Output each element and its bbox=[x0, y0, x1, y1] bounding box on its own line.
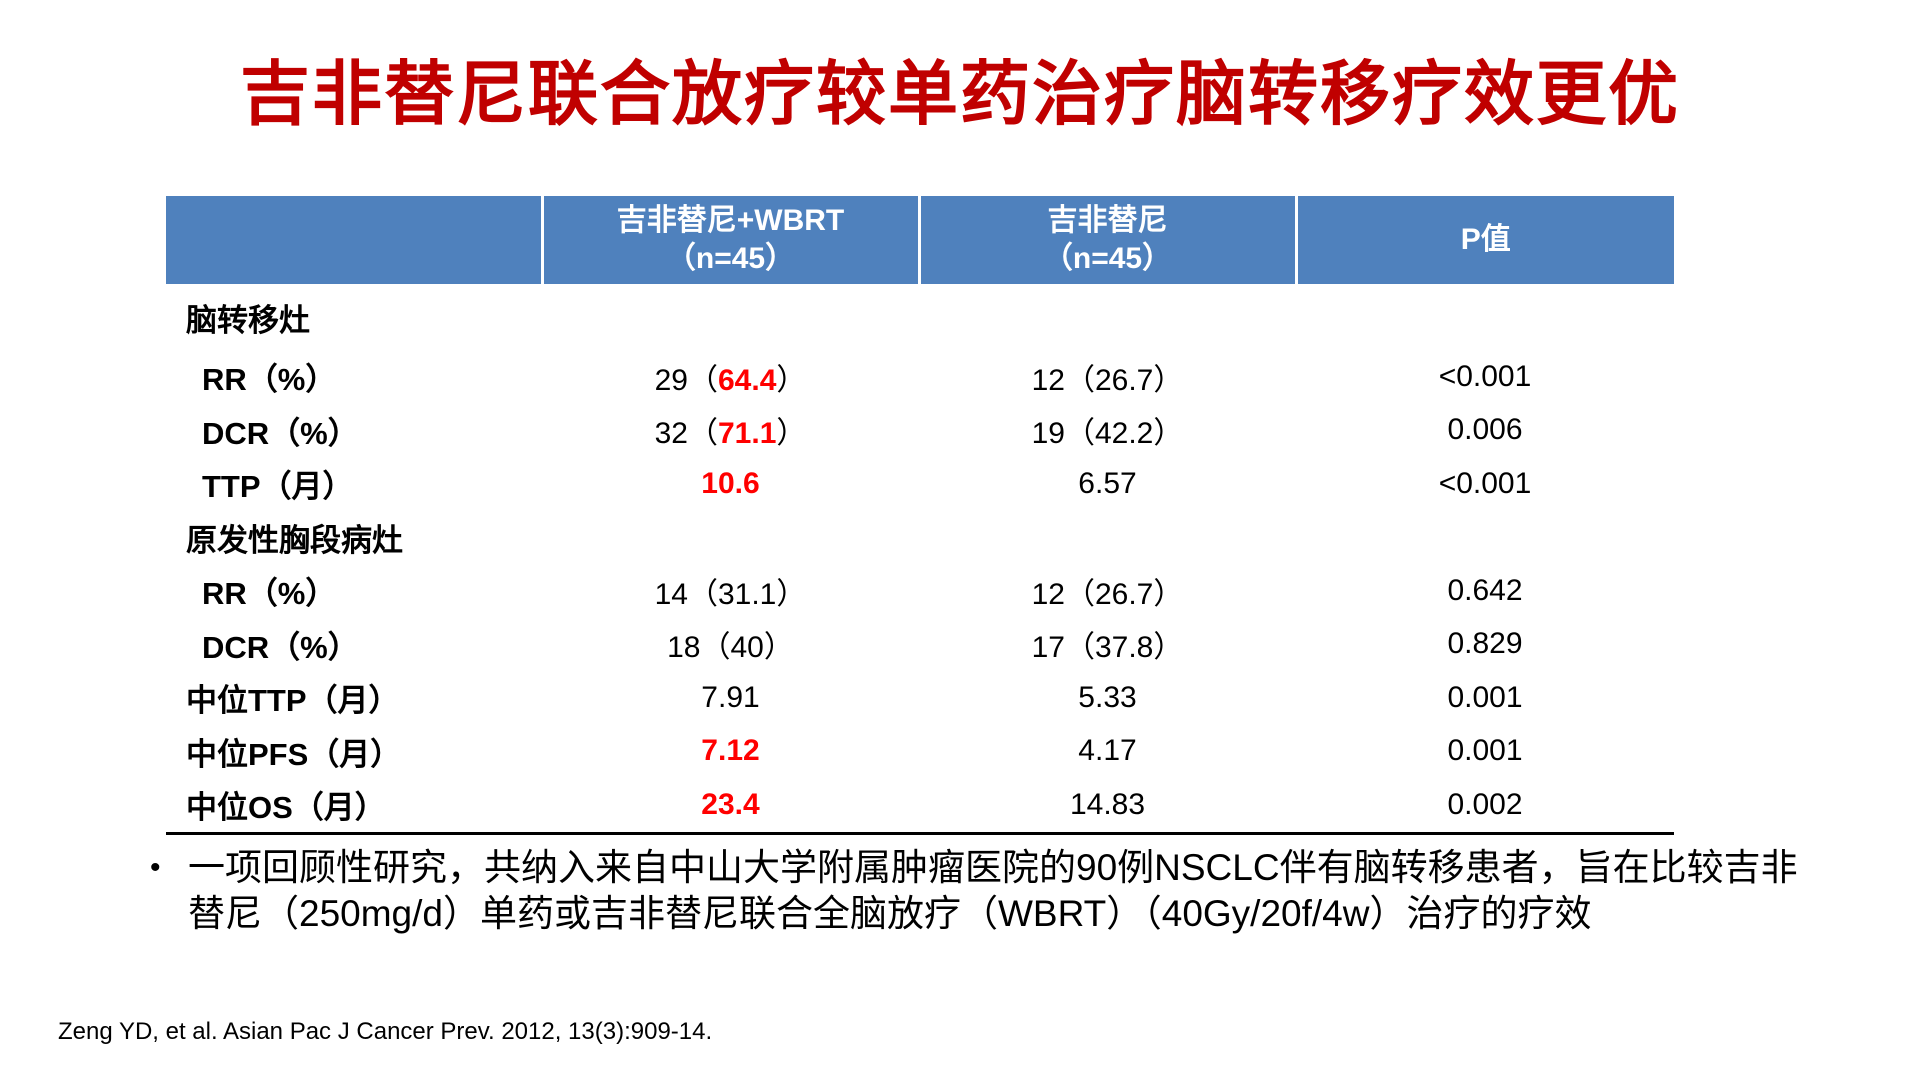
reference-citation: Zeng YD, et al. Asian Pac J Cancer Prev.… bbox=[58, 1018, 713, 1045]
cell-pvalue: <0.001 bbox=[1438, 359, 1532, 393]
row-label: RR（%） bbox=[202, 362, 337, 398]
cell-pvalue bbox=[1296, 284, 1674, 350]
highlight-value: 10.6 bbox=[701, 466, 760, 500]
header-cell-combination: 吉非替尼+WBRT （n=45） bbox=[542, 196, 921, 284]
cell-combination: 23.4 bbox=[542, 778, 919, 835]
cell-monotherapy: 4.17 bbox=[1078, 734, 1137, 768]
value-text: 14（31.1） bbox=[654, 577, 807, 611]
table-row: 中位OS（月） 23.4 14.83 0.002 bbox=[166, 778, 1674, 835]
cell-monotherapy bbox=[919, 284, 1296, 350]
row-label: RR（%） bbox=[202, 576, 337, 612]
cell-pvalue: 0.002 bbox=[1296, 778, 1674, 835]
header-combination-n: （n=45） bbox=[665, 242, 796, 275]
row-label: 原发性胸段病灶 bbox=[186, 522, 403, 558]
slide-title: 吉非替尼联合放疗较单药治疗脑转移疗效更优 bbox=[240, 52, 1680, 135]
header-cell-pvalue: P值 bbox=[1296, 196, 1674, 284]
cell-combination: 14（31.1） bbox=[542, 564, 919, 618]
cell-pvalue: 0.006 bbox=[1447, 413, 1523, 447]
cell-combination: 7.12 bbox=[542, 725, 919, 779]
row-label: 中位PFS（月） bbox=[186, 736, 402, 772]
row-label: DCR（%） bbox=[202, 629, 359, 665]
header-monotherapy-name: 吉非替尼 bbox=[1047, 204, 1168, 237]
highlight-value: 7.12 bbox=[701, 734, 760, 768]
header-row: 吉非替尼+WBRT （n=45） 吉非替尼 （n=45） P值 bbox=[166, 196, 1674, 284]
cell-monotherapy: 19（42.2） bbox=[1031, 417, 1184, 451]
value-text: 18（40） bbox=[667, 631, 794, 665]
bullet-text: 一项回顾性研究，共纳入来自中山大学附属肿瘤医院的90例NSCLC伴有脑转移患者，… bbox=[188, 847, 1798, 934]
cell-combination: 29（64.4） bbox=[542, 350, 919, 404]
cell-pvalue: 0.829 bbox=[1447, 627, 1523, 661]
cell-pvalue: 0.642 bbox=[1447, 573, 1523, 607]
cell-pvalue: <0.001 bbox=[1438, 466, 1532, 500]
table-row: 中位PFS（月） 7.12 4.17 0.001 bbox=[166, 725, 1674, 779]
cell-monotherapy bbox=[919, 511, 1296, 565]
row-label: 脑转移灶 bbox=[186, 302, 310, 338]
highlight-value: 71.1 bbox=[717, 417, 777, 451]
cell-combination: 7.91 bbox=[542, 671, 919, 725]
header-monotherapy-n: （n=45） bbox=[1042, 242, 1173, 275]
table-row: 脑转移灶 bbox=[166, 284, 1674, 350]
bullet-note: • 一项回顾性研究，共纳入来自中山大学附属肿瘤医院的90例NSCLC伴有脑转移患… bbox=[150, 845, 1810, 937]
cell-monotherapy: 14.83 bbox=[919, 778, 1296, 835]
table-row: TTP（月） 10.6 6.57 <0.001 bbox=[166, 457, 1674, 511]
cell-combination: 32（71.1） bbox=[542, 404, 919, 458]
highlight-value: 64.4 bbox=[717, 363, 777, 397]
value-text: 7.91 bbox=[701, 680, 760, 714]
cell-monotherapy: 12（26.7） bbox=[1031, 363, 1184, 397]
header-cell-monotherapy: 吉非替尼 （n=45） bbox=[919, 196, 1298, 284]
value-text: ） bbox=[776, 417, 807, 451]
cell-combination bbox=[542, 284, 919, 350]
table-row: DCR（%） 32（71.1） 19（42.2） 0.006 bbox=[166, 404, 1674, 458]
cell-combination: 10.6 bbox=[542, 457, 919, 511]
cell-combination bbox=[542, 511, 919, 565]
results-table: 吉非替尼+WBRT （n=45） 吉非替尼 （n=45） P值 脑转移灶 RR（%… bbox=[166, 196, 1674, 835]
table-row: RR（%） 29（64.4） 12（26.7） <0.001 bbox=[166, 350, 1674, 404]
cell-pvalue: 0.001 bbox=[1447, 680, 1523, 714]
row-label: TTP（月） bbox=[202, 469, 354, 505]
highlight-value: 23.4 bbox=[701, 787, 760, 821]
table-row: RR（%） 14（31.1） 12（26.7） 0.642 bbox=[166, 564, 1674, 618]
value-text: 29（ bbox=[654, 363, 718, 397]
value-text: 32（ bbox=[654, 417, 718, 451]
cell-pvalue bbox=[1296, 511, 1674, 565]
row-label: 中位OS（月） bbox=[166, 778, 542, 835]
table-row: 中位TTP（月） 7.91 5.33 0.001 bbox=[166, 671, 1674, 725]
row-label: DCR（%） bbox=[202, 415, 359, 451]
cell-monotherapy: 17（37.8） bbox=[1031, 631, 1184, 665]
cell-pvalue: 0.001 bbox=[1447, 734, 1523, 768]
cell-monotherapy: 12（26.7） bbox=[1031, 577, 1184, 611]
cell-monotherapy: 6.57 bbox=[1078, 466, 1137, 500]
cell-combination: 18（40） bbox=[542, 618, 919, 672]
table-row: DCR（%） 18（40） 17（37.8） 0.829 bbox=[166, 618, 1674, 672]
header-combination-name: 吉非替尼+WBRT bbox=[616, 204, 845, 237]
row-label: 中位TTP（月） bbox=[186, 683, 400, 719]
value-text: ） bbox=[776, 363, 807, 397]
header-cell-empty bbox=[166, 196, 544, 284]
bullet-marker: • bbox=[150, 851, 161, 884]
cell-monotherapy: 5.33 bbox=[1078, 680, 1137, 714]
table-row: 原发性胸段病灶 bbox=[166, 511, 1674, 565]
header-pvalue-label: P值 bbox=[1460, 223, 1511, 256]
